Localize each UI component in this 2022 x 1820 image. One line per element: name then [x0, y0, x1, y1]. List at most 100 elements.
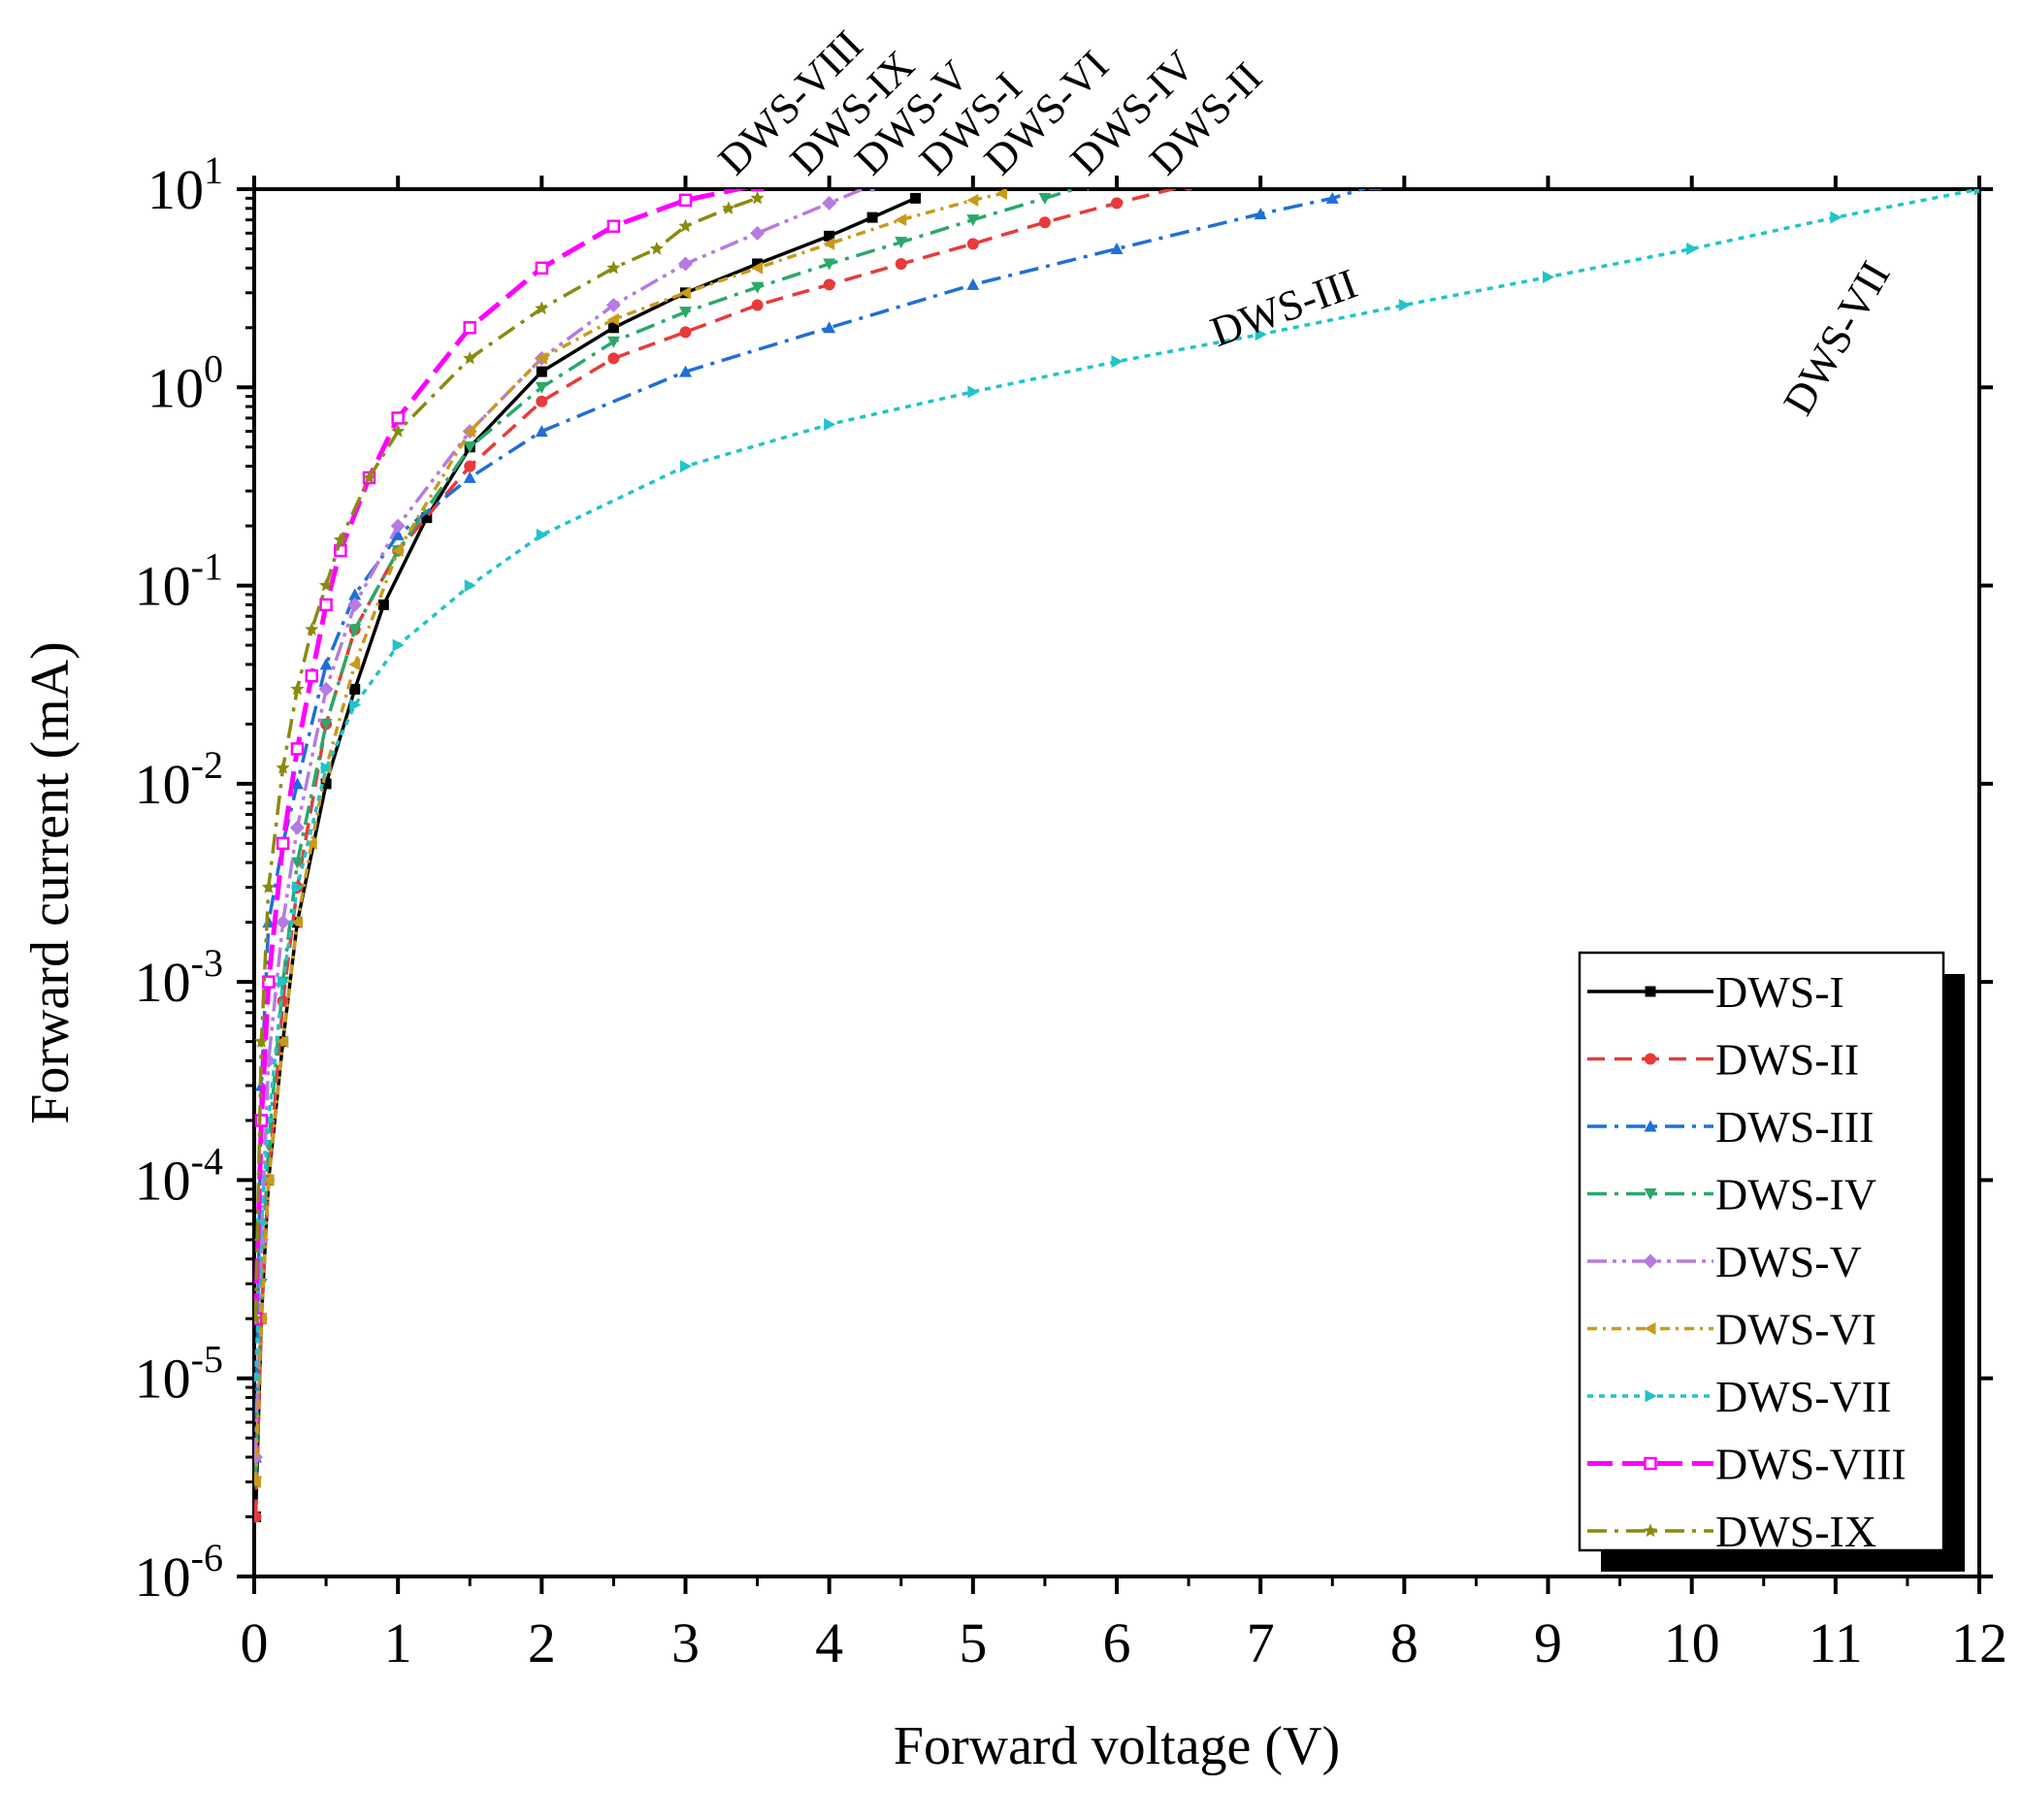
- legend-label: DWS-II: [1715, 1035, 1859, 1085]
- y-tick-label: 10-1: [135, 545, 223, 618]
- data-point: [290, 916, 303, 929]
- data-point: [606, 336, 620, 348]
- series-line: [254, 189, 750, 1319]
- data-point: [824, 418, 836, 432]
- series-dws-ii: [254, 189, 1193, 1523]
- data-point: [1254, 208, 1267, 220]
- legend-marker: [1644, 1188, 1657, 1200]
- legend-marker: [1643, 1253, 1658, 1269]
- x-tick-label: 0: [241, 1611, 269, 1674]
- x-tick-label: 2: [528, 1611, 556, 1674]
- y-tick-label: 100: [147, 346, 223, 419]
- data-point: [362, 470, 376, 484]
- x-tick-label: 7: [1247, 1611, 1275, 1674]
- legend-label: DWS-I: [1715, 967, 1844, 1017]
- data-point: [347, 597, 363, 612]
- data-point: [277, 975, 290, 989]
- data-point: [254, 1374, 262, 1383]
- legend-item: DWS-I: [1587, 967, 1844, 1017]
- data-point: [391, 544, 404, 558]
- legend-marker: [1645, 1053, 1656, 1065]
- data-point: [895, 237, 908, 249]
- y-tick-label: 10-4: [135, 1139, 223, 1212]
- data-point: [680, 460, 692, 473]
- data-point: [535, 301, 549, 315]
- y-tick-label: 101: [147, 148, 223, 221]
- data-point: [607, 352, 620, 365]
- data-point: [536, 528, 548, 541]
- legend-item: DWS-III: [1587, 1102, 1875, 1152]
- data-point: [290, 681, 305, 696]
- series-line: [254, 189, 1368, 1458]
- y-tick-label: 10-6: [135, 1536, 223, 1609]
- series-line: [254, 189, 867, 1458]
- series-dws-i: [254, 192, 922, 1523]
- curve-label: DWS-III: [1204, 259, 1363, 356]
- data-point: [290, 857, 304, 869]
- data-point: [320, 762, 333, 775]
- series-line: [254, 189, 1081, 1482]
- data-point: [966, 214, 980, 227]
- data-point: [895, 257, 907, 270]
- y-axis-title: Forward current (mA): [20, 641, 81, 1124]
- x-tick-label: 11: [1809, 1611, 1863, 1674]
- legend-item: DWS-II: [1587, 1035, 1859, 1085]
- data-point: [421, 512, 433, 524]
- data-point: [262, 1173, 275, 1186]
- data-point: [319, 718, 333, 731]
- legend-box: [1578, 951, 1945, 1552]
- data-point: [822, 195, 837, 211]
- data-point: [751, 261, 764, 275]
- x-tick-label: 3: [671, 1611, 700, 1674]
- data-point: [290, 742, 305, 756]
- legend-marker: [1645, 1389, 1657, 1403]
- data-point: [318, 681, 334, 697]
- data-point: [752, 258, 764, 270]
- data-point: [463, 471, 476, 483]
- data-point: [463, 425, 475, 439]
- data-point: [464, 460, 476, 472]
- legend-item: DWS-V: [1587, 1237, 1862, 1286]
- data-point: [1686, 242, 1699, 255]
- data-point: [678, 193, 693, 208]
- data-point: [391, 411, 405, 425]
- data-point: [824, 230, 835, 242]
- data-point: [277, 1035, 289, 1049]
- data-point: [390, 518, 406, 534]
- series-dws-iv: [254, 189, 1090, 1489]
- data-point: [679, 365, 692, 377]
- data-point: [606, 219, 621, 233]
- data-point: [605, 298, 621, 313]
- data-point: [1111, 197, 1123, 210]
- data-point: [377, 599, 389, 610]
- data-point: [895, 213, 907, 227]
- legend-marker: [1644, 1120, 1657, 1132]
- data-point: [751, 299, 764, 311]
- data-point: [1830, 211, 1843, 224]
- data-point: [679, 326, 692, 339]
- legend-label: DWS-VI: [1715, 1305, 1876, 1354]
- series-line: [254, 191, 1002, 1482]
- data-point: [319, 598, 333, 612]
- x-tick-label: 5: [959, 1611, 987, 1674]
- data-point: [290, 777, 304, 790]
- data-point: [305, 836, 317, 850]
- data-point: [1369, 189, 1383, 191]
- data-point: [319, 578, 334, 592]
- data-point: [678, 218, 693, 233]
- data-point: [1325, 191, 1339, 204]
- series-dws-v: [254, 189, 876, 1465]
- legend-item: DWS-VII: [1587, 1372, 1891, 1421]
- legend-marker: [1643, 1523, 1658, 1538]
- series-dws-vi: [254, 189, 1007, 1489]
- x-tick-label: 9: [1534, 1611, 1562, 1674]
- data-point: [276, 761, 290, 774]
- legend-marker: [1645, 986, 1656, 997]
- x-tick-label: 12: [1951, 1611, 2007, 1674]
- legend-item: DWS-IV: [1587, 1170, 1876, 1219]
- legend-label: DWS-IX: [1715, 1507, 1876, 1556]
- data-point: [823, 321, 836, 334]
- x-tick-label: 1: [384, 1611, 412, 1674]
- data-point: [995, 189, 1007, 201]
- x-tick-label: 8: [1390, 1611, 1419, 1674]
